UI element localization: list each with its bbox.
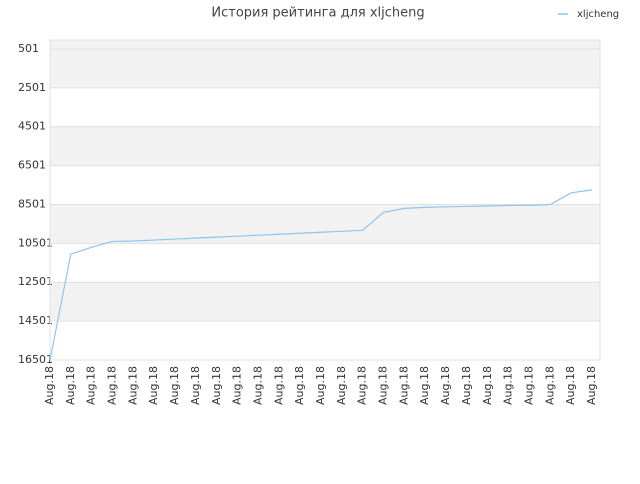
y-tick-label: 8501 [18,197,46,210]
x-tick-label: Aug.18 [293,366,306,405]
x-tick-label: Aug.18 [397,366,410,405]
x-tick-label: Aug.18 [585,366,598,405]
x-tick-label: Aug.18 [106,366,119,405]
x-tick-label: Aug.18 [168,366,181,405]
x-tick-label: Aug.18 [335,366,348,405]
x-tick-label: Aug.18 [481,366,494,405]
x-tick-label: Aug.18 [251,366,264,405]
x-tick-label: Aug.18 [439,366,452,405]
x-tick-label: Aug.18 [418,366,431,405]
x-tick-label: Aug.18 [231,366,244,405]
y-tick-label: 10501 [18,236,53,249]
plot-border [49,39,601,361]
grid-band [50,126,600,166]
y-tick-label: 501 [18,42,39,55]
x-tick-label: Aug.18 [189,366,202,405]
grid-band [50,282,600,322]
y-tick-label: 12501 [18,275,53,288]
x-tick-label: Aug.18 [460,366,473,405]
y-tick-label: 2501 [18,81,46,94]
x-tick-label: Aug.18 [210,366,223,405]
grid-band [50,204,600,244]
legend-label: xljcheng [577,9,619,20]
x-tick-label: Aug.18 [543,366,556,405]
line [49,189,593,361]
y-tick-label: 14501 [18,314,53,327]
x-tick-label: Aug.18 [85,366,98,405]
x-tick-label: Aug.18 [564,366,577,405]
chart-title: История рейтинга для xljcheng [211,6,424,21]
x-tick-label: Aug.18 [377,366,390,405]
x-tick-label: Aug.18 [147,366,160,405]
y-tick-label: 16501 [18,353,53,366]
x-tick-label: Aug.18 [64,366,77,405]
y-tick-label: 6501 [18,159,46,172]
x-tick-label: Aug.18 [502,366,515,405]
x-tick-label: Aug.18 [272,366,285,405]
grid-band [50,48,600,88]
x-tick-label: Aug.18 [356,366,369,405]
x-tick-label: Aug.18 [126,366,139,405]
x-tick-label: Aug.18 [43,366,56,405]
x-tick-label: Aug.18 [522,366,535,405]
y-tick-label: 4501 [18,120,46,133]
x-tick-label: Aug.18 [314,366,327,405]
